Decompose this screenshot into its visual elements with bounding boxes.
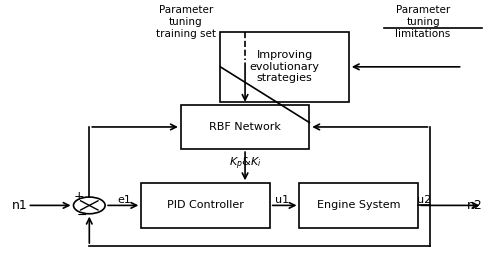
- Text: Parameter
tuning
limitations: Parameter tuning limitations: [396, 5, 450, 39]
- Text: −: −: [76, 209, 87, 222]
- Text: Engine System: Engine System: [317, 201, 400, 210]
- FancyBboxPatch shape: [300, 183, 418, 228]
- Text: u2: u2: [418, 195, 432, 205]
- Text: e1: e1: [117, 195, 131, 205]
- FancyBboxPatch shape: [141, 183, 270, 228]
- Text: n1: n1: [12, 199, 28, 212]
- Text: Parameter
tuning
training set: Parameter tuning training set: [156, 5, 216, 39]
- Text: RBF Network: RBF Network: [209, 122, 281, 132]
- Text: Improving
evolutionary
strategies: Improving evolutionary strategies: [250, 50, 320, 83]
- FancyBboxPatch shape: [181, 105, 310, 149]
- Text: $K_p$&$K_i$: $K_p$&$K_i$: [228, 155, 262, 172]
- Text: +: +: [74, 190, 85, 203]
- Text: u1: u1: [275, 195, 289, 205]
- Text: PID Controller: PID Controller: [167, 201, 244, 210]
- Text: n2: n2: [467, 199, 483, 212]
- Circle shape: [74, 197, 105, 214]
- FancyBboxPatch shape: [220, 32, 349, 102]
